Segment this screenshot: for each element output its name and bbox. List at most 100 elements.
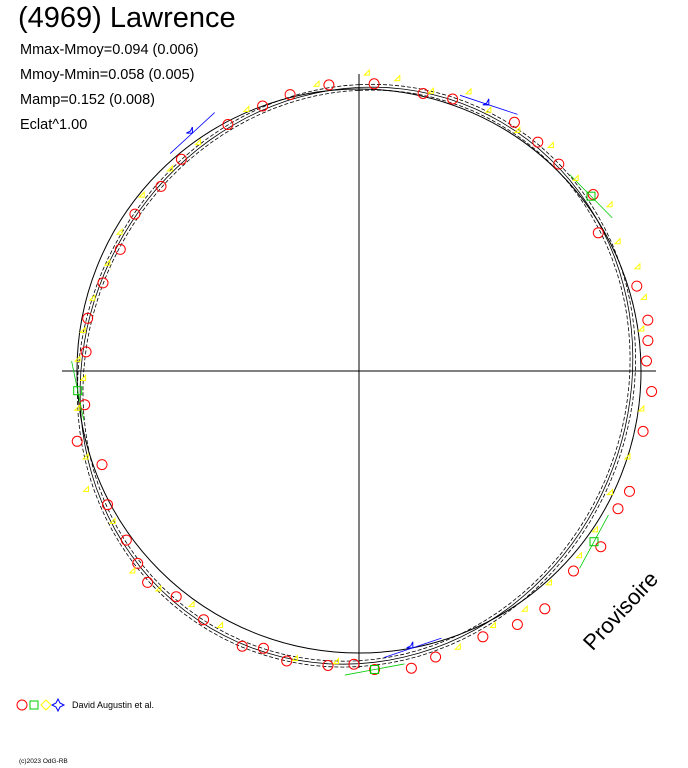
- legend-diamond-marker: [40, 699, 52, 711]
- diamond-data-point: [572, 174, 579, 181]
- circle-data-point: [281, 655, 293, 667]
- diamond-data-point: [606, 488, 614, 496]
- circle-data-point: [568, 565, 579, 577]
- circle-data-point: [96, 459, 108, 471]
- circle-data-point: [155, 180, 167, 192]
- diamond-data-point: [332, 657, 340, 665]
- legend-square-marker: [29, 700, 39, 710]
- diamond-data-point: [545, 578, 553, 586]
- diamond-data-point: [464, 87, 472, 95]
- square-tick-line: [579, 514, 609, 569]
- circle-data-point: [642, 314, 654, 326]
- circle-data-point: [641, 355, 652, 367]
- star-data-point: [186, 126, 193, 134]
- diamond-data-point: [115, 228, 123, 235]
- circle-data-point: [236, 640, 248, 652]
- circle-data-point: [539, 603, 551, 615]
- diamond-data-point: [575, 551, 583, 559]
- reference-circle: [76, 88, 642, 654]
- circle-data-point: [142, 576, 154, 588]
- circle-data-point: [170, 591, 182, 603]
- circle-data-point: [322, 660, 334, 671]
- circle-data-point: [631, 280, 643, 292]
- circle-data-point: [637, 425, 649, 437]
- star-data-point: [482, 98, 490, 106]
- diamond-data-point: [166, 164, 173, 172]
- fit-curve: [77, 83, 637, 668]
- diamond-data-point: [154, 584, 162, 592]
- legend-circle-marker: [16, 699, 28, 711]
- diamond-data-point: [605, 200, 613, 208]
- stat-mean-minus-min: Mmoy-Mmin=0.058 (0.005): [20, 67, 195, 83]
- diamond-data-point: [242, 105, 250, 112]
- diamond-data-point: [81, 452, 89, 460]
- circle-data-point: [323, 79, 335, 91]
- circle-data-point: [646, 386, 658, 397]
- fit-curve: [79, 86, 634, 665]
- diamond-data-point: [291, 654, 298, 662]
- stat-brightness-exponent: Eclat^1.00: [20, 117, 88, 133]
- legend-star-marker: [50, 697, 66, 713]
- circle-data-point: [595, 541, 607, 553]
- data-points: [71, 68, 658, 676]
- diamond-data-point: [454, 643, 461, 650]
- diamond-data-point: [637, 404, 645, 412]
- circle-data-point: [120, 534, 132, 546]
- square-data-point: [73, 386, 83, 396]
- circle-data-point: [553, 158, 565, 170]
- circle-data-point: [592, 227, 604, 239]
- stat-max-minus-mean: Mmax-Mmoy=0.094 (0.006): [20, 42, 199, 58]
- circle-data-point: [368, 78, 380, 90]
- diamond-data-point: [73, 404, 81, 411]
- diamond-data-point: [73, 355, 81, 362]
- circle-data-point: [132, 557, 144, 569]
- circle-data-point: [369, 664, 381, 675]
- diamond-data-point: [216, 621, 224, 629]
- circle-data-point: [97, 277, 109, 289]
- square-tick-line: [344, 663, 405, 676]
- diamond-data-point: [427, 87, 434, 94]
- circle-data-point: [430, 651, 442, 663]
- diamond-data-point: [393, 74, 401, 82]
- diamond-data-point: [640, 293, 647, 300]
- circle-data-point: [587, 189, 599, 200]
- diamond-data-point: [637, 324, 645, 332]
- circle-data-point: [405, 662, 417, 674]
- square-data-point: [586, 191, 596, 201]
- circle-data-point: [129, 208, 141, 220]
- diamond-data-point: [108, 517, 116, 524]
- copyright-credit: (c)2023 OdG-RB: [19, 758, 68, 765]
- diamond-data-point: [591, 525, 599, 533]
- square-data-point: [589, 537, 599, 547]
- diamond-data-point: [79, 326, 86, 334]
- circle-data-point: [102, 499, 113, 511]
- diamond-data-point: [513, 126, 521, 134]
- legend-markers: [16, 697, 66, 713]
- diamond-data-point: [521, 605, 528, 612]
- diamond-data-point: [79, 374, 87, 382]
- circle-data-point: [624, 485, 635, 497]
- diamond-data-point: [489, 621, 496, 629]
- square-data-point: [370, 665, 380, 674]
- circle-data-point: [612, 503, 624, 515]
- diamond-data-point: [138, 190, 145, 198]
- diamond-data-point: [613, 237, 621, 245]
- circle-data-point: [71, 435, 83, 447]
- circle-data-point: [175, 153, 187, 165]
- circle-data-point: [532, 136, 544, 148]
- circle-data-point: [82, 312, 94, 324]
- diamond-data-point: [88, 294, 96, 301]
- circle-data-point: [114, 243, 126, 255]
- circle-data-point: [511, 619, 523, 630]
- circle-data-point: [477, 631, 489, 643]
- circle-data-point: [508, 116, 520, 128]
- diamond-data-point: [128, 566, 136, 574]
- circle-data-point: [198, 614, 210, 626]
- diamond-data-point: [547, 141, 554, 149]
- diamond-data-point: [187, 600, 195, 608]
- circle-data-point: [284, 89, 296, 101]
- diamond-data-point: [194, 138, 202, 146]
- circle-data-point: [80, 346, 92, 358]
- circle-data-point: [222, 119, 234, 130]
